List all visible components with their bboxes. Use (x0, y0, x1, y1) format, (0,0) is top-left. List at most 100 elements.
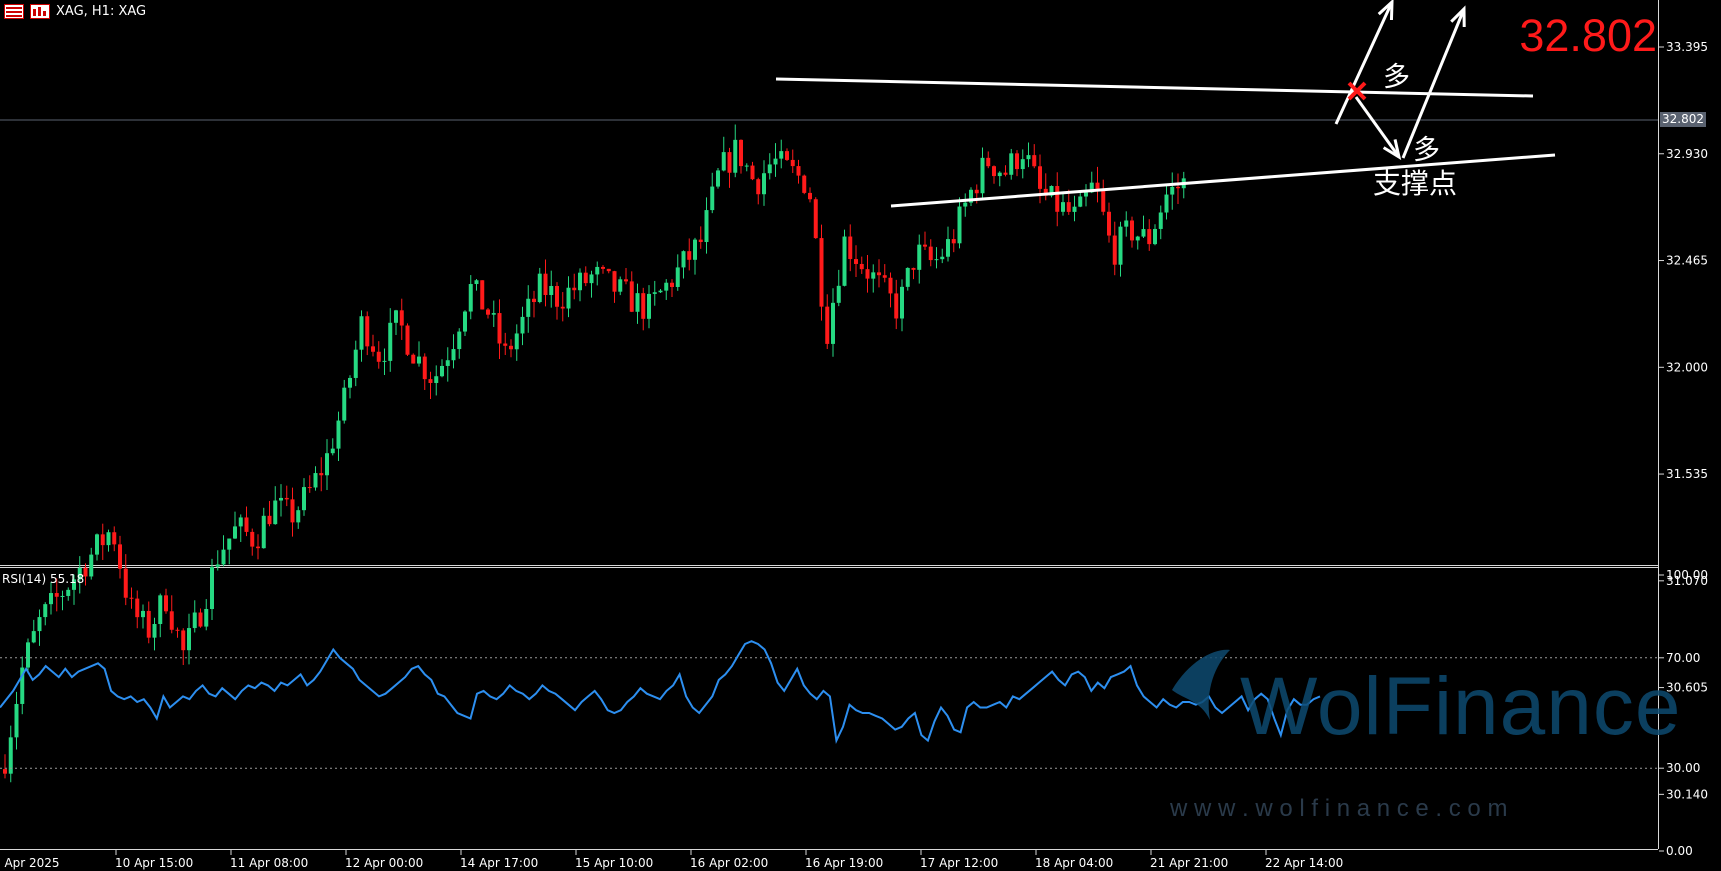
candle-body (175, 629, 180, 631)
candle-body (790, 159, 795, 167)
candle-body (595, 266, 600, 275)
candle-body (221, 549, 226, 565)
candle-body (865, 269, 870, 279)
candle-body (566, 287, 571, 309)
candle-body (434, 376, 439, 383)
candle-body (169, 611, 174, 630)
candle-body (980, 157, 985, 194)
candle-body (319, 473, 324, 476)
candle-body (647, 293, 651, 319)
long-label-top: 多 (1383, 62, 1410, 93)
candle-body (589, 274, 594, 284)
candle-body (762, 173, 766, 195)
rsi-line (0, 640, 1321, 744)
candle-body (491, 313, 496, 315)
candle-body (273, 500, 278, 525)
watermark-brand: WolFinance (1240, 661, 1682, 752)
candle-body (60, 595, 65, 597)
candle-body (1135, 236, 1140, 241)
time-tick-label: 10 Apr 15:00 (115, 856, 193, 870)
candle-body (917, 244, 922, 270)
candle-body (750, 165, 755, 180)
candle-body (1066, 202, 1071, 212)
candle-body (555, 285, 559, 307)
candle-body (808, 192, 812, 200)
candle-body (825, 306, 830, 344)
candle-body (940, 256, 945, 260)
candle-body (20, 667, 25, 704)
candle-body (405, 325, 410, 355)
candle-body (1003, 172, 1008, 175)
rsi-tick-label: 0.00 (1666, 844, 1693, 858)
candle-body (353, 349, 358, 378)
candle-body (118, 544, 122, 569)
candle-body (1170, 186, 1175, 195)
candle-body (652, 292, 657, 294)
candle-body (3, 769, 7, 774)
candle-body (411, 354, 416, 364)
candle-body (106, 532, 111, 546)
candle-body (957, 206, 962, 244)
candle-body (532, 298, 536, 303)
candle-body (1084, 192, 1088, 197)
wolf-logo-icon (1172, 649, 1230, 720)
time-tick-label: 9 Apr 2025 (0, 856, 60, 870)
price-tick-label: 31.070 (1666, 574, 1708, 588)
time-tick-label: 14 Apr 17:00 (460, 856, 538, 870)
long-label-mid: 多 (1413, 135, 1440, 166)
candle-body (1061, 202, 1065, 212)
candle-body (394, 310, 398, 323)
rsi-plot (0, 640, 1658, 769)
candle-body (721, 152, 726, 171)
candle-body (509, 345, 513, 350)
candle-body (256, 546, 260, 549)
candle-body (670, 282, 674, 287)
candle-body (1055, 186, 1060, 212)
candle-body (871, 272, 876, 279)
candle-body (951, 239, 956, 244)
candle-body (785, 151, 789, 160)
candle-body (146, 610, 151, 638)
candle-body (123, 568, 128, 598)
candle-body (290, 499, 295, 523)
resistance-line (775, 77, 1534, 98)
candle-body (549, 285, 554, 296)
candle-body (54, 593, 59, 597)
candle-body (1153, 228, 1157, 245)
candle-body (612, 271, 617, 292)
candle-body (480, 280, 485, 310)
candle-body (1147, 229, 1152, 245)
candle-body (49, 593, 53, 605)
candle-body (463, 311, 467, 332)
price-axis: 33.395 32.930 32.465 32.000 31.535 31.070 30.6… (1659, 40, 1708, 858)
candle-body (1015, 153, 1019, 170)
candle-body (894, 293, 899, 319)
candle-body (382, 360, 387, 362)
support-line (890, 153, 1556, 208)
candle-body (342, 387, 347, 421)
candle-body (192, 612, 197, 629)
candle-body (526, 298, 531, 317)
candle-body (388, 322, 393, 361)
candle-body (37, 617, 42, 632)
candle-body (376, 351, 381, 362)
candle-body (89, 554, 94, 577)
breakout-cross (1347, 81, 1367, 101)
candle-body (302, 487, 306, 511)
candle-body (152, 624, 157, 638)
price-plot (3, 124, 1186, 783)
candle-body (227, 538, 232, 550)
candle-body (1130, 220, 1134, 241)
chart-type-icon[interactable] (30, 4, 50, 19)
price-tick-label: 33.395 (1666, 40, 1708, 54)
candle-body (8, 737, 13, 774)
candle-body (244, 517, 249, 532)
price-tick-label: 32.465 (1666, 254, 1708, 268)
candle-body (497, 313, 502, 344)
rsi-label: RSI(14) 55.18 (2, 572, 85, 586)
candle-body (658, 290, 663, 293)
candle-body (888, 277, 893, 294)
toolbar-grid-icon[interactable] (4, 4, 24, 19)
arrow-up-1-head (1377, 0, 1394, 21)
candle-body (399, 310, 404, 326)
